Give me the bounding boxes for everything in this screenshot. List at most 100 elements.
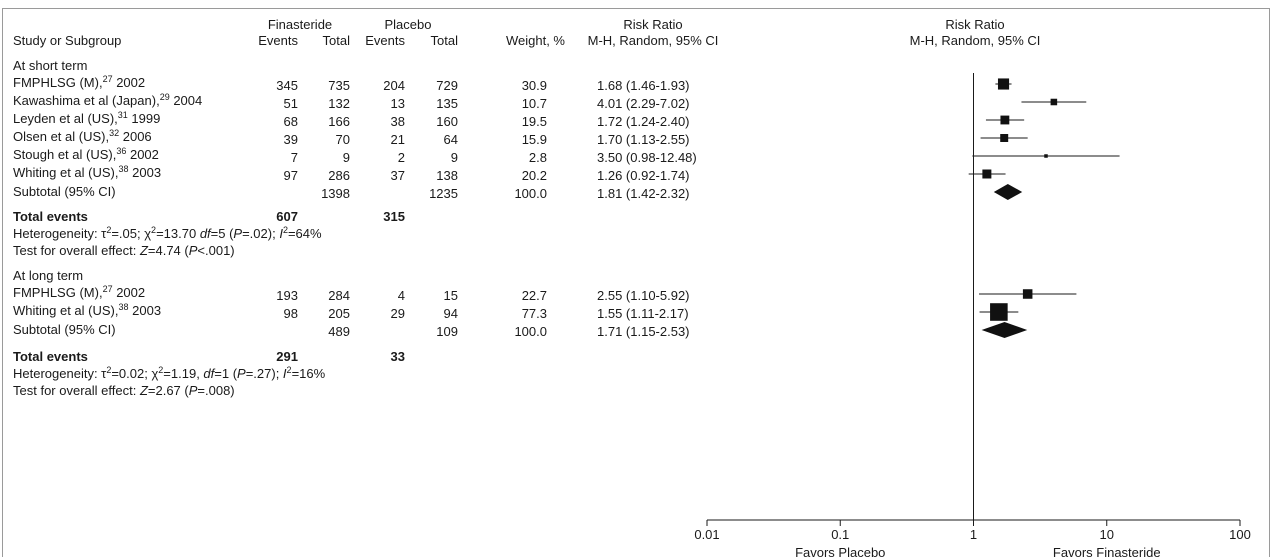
study-marker (1022, 289, 1033, 299)
events-placebo: 204 (383, 78, 405, 93)
total-finasteride: 70 (335, 132, 350, 147)
risk-ratio-value: 1.26 (0.92-1.74) (597, 168, 690, 183)
finasteride-group-header: Finasteride (267, 17, 333, 32)
events-placebo: 29 (390, 306, 405, 321)
total-events-finasteride: 607 (276, 209, 298, 224)
subtotal-total-placebo: 109 (436, 324, 458, 339)
total-events-finasteride: 291 (276, 349, 298, 364)
overall-effect-text: Test for overall effect: Z=4.74 (P<.001) (13, 243, 235, 258)
events-placebo: 38 (390, 114, 405, 129)
subtotal-diamond (981, 322, 1028, 338)
total-finasteride: 284 (328, 288, 350, 303)
study-name: Olsen et al (US),32 2006 (13, 128, 152, 145)
study-marker (982, 169, 992, 179)
weight-header: Weight, % (505, 33, 565, 48)
heterogeneity-text: Heterogeneity: τ2=0.02; χ2=1.19, df=1 (P… (13, 365, 326, 382)
events-finasteride: 345 (276, 78, 298, 93)
favors-finasteride-label: Favors Finasteride (1053, 545, 1161, 560)
events-placebo: 37 (390, 168, 405, 183)
study-name: FMPHLSG (M),27 2002 (13, 284, 146, 301)
subtotal-weight: 100.0 (514, 186, 547, 201)
weight-value: 10.7 (521, 96, 547, 111)
events-finasteride: 51 (283, 96, 298, 111)
subtotal-label: Subtotal (95% CI) (13, 322, 116, 337)
risk-ratio-value: 1.55 (1.11-2.17) (597, 306, 689, 321)
weight-value: 2.8 (528, 150, 547, 165)
total-finasteride: 132 (328, 96, 350, 111)
total-placebo: 135 (436, 96, 458, 111)
subtotal-total-finasteride: 489 (328, 324, 350, 339)
study-marker (1000, 134, 1009, 142)
events-finasteride: 39 (283, 132, 298, 147)
subtotal-label: Subtotal (95% CI) (13, 184, 116, 199)
total-placebo: 729 (436, 78, 458, 93)
events-finasteride: 7 (290, 150, 298, 165)
total-placebo: 9 (450, 150, 458, 165)
total-placebo: 64 (443, 132, 458, 147)
total-placebo: 15 (443, 288, 458, 303)
events-finasteride: 98 (283, 306, 298, 321)
subtotal-total-placebo: 1235 (429, 186, 458, 201)
risk-ratio-header: Risk Ratio (623, 17, 683, 32)
total-header-placebo: Total (430, 33, 458, 48)
x-tick-label: 0.1 (831, 527, 849, 542)
weight-value: 22.7 (521, 288, 547, 303)
favors-placebo-label: Favors Placebo (795, 545, 885, 560)
events-header-placebo: Events (365, 33, 405, 48)
study-name: Kawashima et al (Japan),29 2004 (13, 92, 203, 109)
total-events-placebo: 33 (390, 349, 405, 364)
total-events-label: Total events (13, 209, 88, 224)
total-finasteride: 9 (342, 150, 350, 165)
x-tick-label: 1 (970, 527, 977, 542)
total-finasteride: 286 (328, 168, 350, 183)
subtotal-weight: 100.0 (514, 324, 547, 339)
weight-value: 19.5 (521, 114, 547, 129)
events-finasteride: 68 (283, 114, 298, 129)
study-marker (990, 303, 1008, 321)
events-placebo: 13 (390, 96, 405, 111)
placebo-group-header: Placebo (384, 17, 432, 32)
study-marker (1050, 98, 1058, 106)
total-finasteride: 735 (328, 78, 350, 93)
subtotal-risk-ratio: 1.71 (1.15-2.53) (597, 324, 690, 339)
study-name: Whiting et al (US),38 2003 (13, 302, 162, 319)
study-name: Leyden et al (US),31 1999 (13, 110, 161, 127)
study-marker (1000, 115, 1010, 125)
x-tick-label: 10 (1100, 527, 1114, 542)
weight-value: 77.3 (521, 306, 547, 321)
study-marker (997, 78, 1010, 90)
events-header-finasteride: Events (258, 33, 298, 48)
study-name: Whiting et al (US),38 2003 (13, 164, 162, 181)
subtotal-risk-ratio: 1.81 (1.42-2.32) (597, 186, 690, 201)
risk-ratio-value: 1.72 (1.24-2.40) (597, 114, 690, 129)
events-placebo: 21 (390, 132, 405, 147)
total-finasteride: 205 (328, 306, 350, 321)
weight-value: 30.9 (521, 78, 547, 93)
risk-ratio-value: 1.68 (1.46-1.93) (597, 78, 690, 93)
x-tick-label: 100 (1229, 527, 1251, 542)
plot-title: Risk Ratio (945, 17, 1005, 32)
risk-ratio-value: 3.50 (0.98-12.48) (597, 150, 697, 165)
study-name: Stough et al (US),36 2002 (13, 146, 159, 163)
total-events-placebo: 315 (383, 209, 405, 224)
study-marker (1044, 154, 1048, 158)
weight-value: 20.2 (521, 168, 547, 183)
events-finasteride: 193 (276, 288, 298, 303)
subtotal-diamond (993, 184, 1023, 200)
group-title-short-term: At short term (13, 58, 88, 73)
weight-value: 15.9 (521, 132, 547, 147)
events-finasteride: 97 (283, 168, 298, 183)
total-finasteride: 166 (328, 114, 350, 129)
study-column-header: Study or Subgroup (13, 33, 122, 48)
overall-effect-text: Test for overall effect: Z=2.67 (P=.008) (13, 383, 235, 398)
risk-ratio-method-header: M-H, Random, 95% CI (587, 33, 719, 48)
plot-method: M-H, Random, 95% CI (909, 33, 1041, 48)
risk-ratio-value: 1.70 (1.13-2.55) (597, 132, 690, 147)
figure-frame (2, 8, 1270, 557)
subtotal-total-finasteride: 1398 (321, 186, 350, 201)
study-name: FMPHLSG (M),27 2002 (13, 74, 146, 91)
events-placebo: 4 (397, 288, 405, 303)
total-header-finasteride: Total (322, 33, 350, 48)
total-events-label: Total events (13, 349, 88, 364)
